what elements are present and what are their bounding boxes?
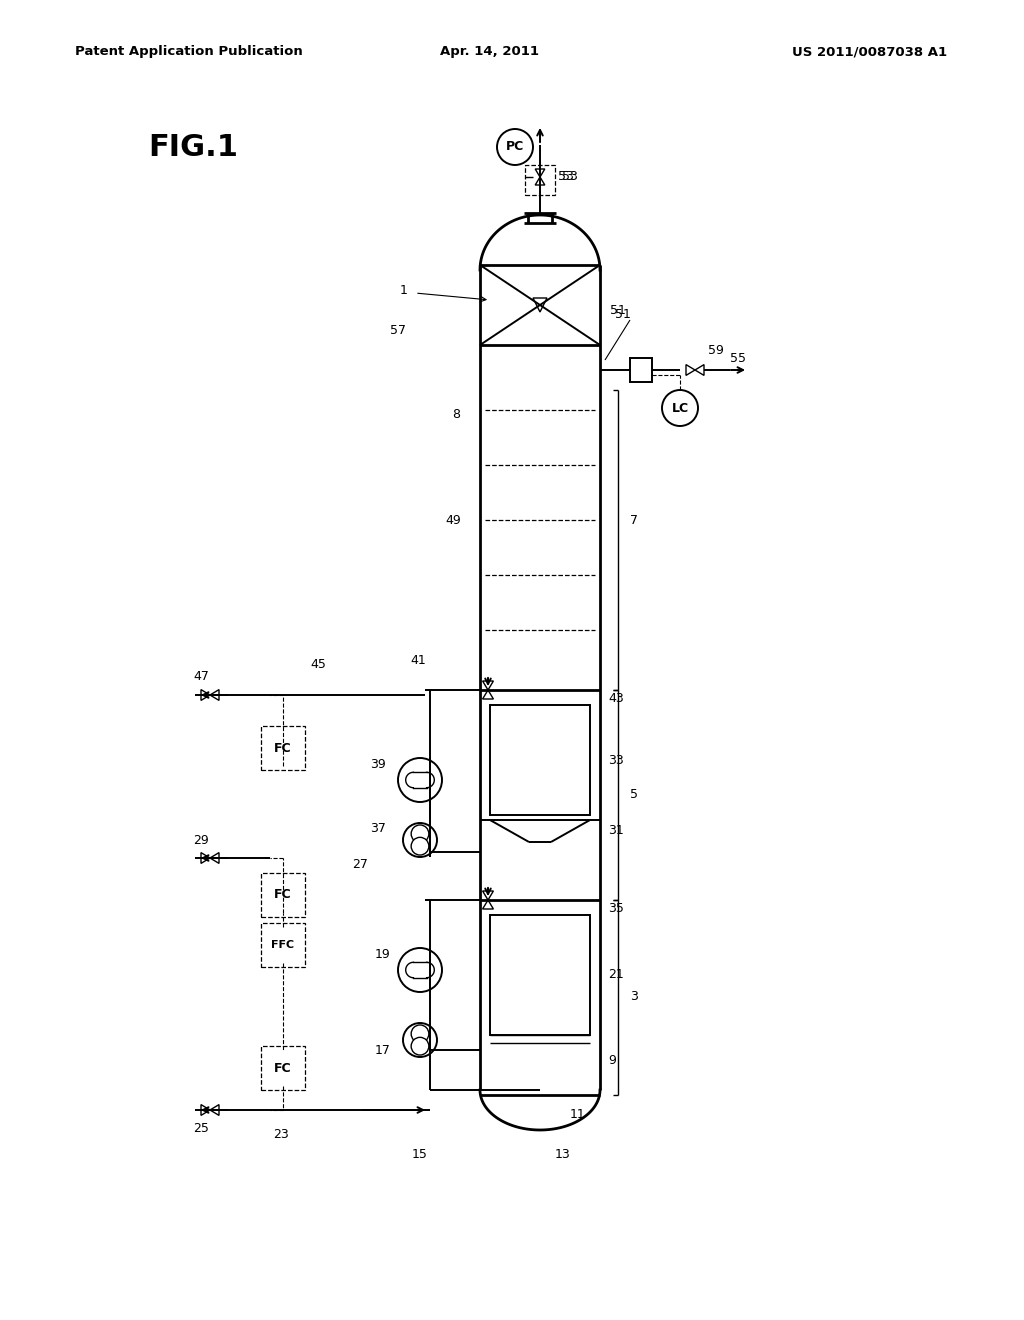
Text: US 2011/0087038 A1: US 2011/0087038 A1 xyxy=(793,45,947,58)
Text: 45: 45 xyxy=(310,659,326,672)
Bar xyxy=(261,923,305,968)
Circle shape xyxy=(662,389,698,426)
Bar xyxy=(261,1045,305,1090)
Polygon shape xyxy=(695,364,705,375)
Polygon shape xyxy=(536,177,545,185)
Circle shape xyxy=(412,1038,429,1055)
Circle shape xyxy=(398,758,442,803)
Text: 21: 21 xyxy=(608,969,624,982)
Circle shape xyxy=(412,1024,429,1043)
Polygon shape xyxy=(482,891,494,900)
Circle shape xyxy=(412,825,429,842)
Bar xyxy=(261,873,305,917)
Text: 29: 29 xyxy=(193,833,209,846)
Polygon shape xyxy=(201,1105,210,1115)
Circle shape xyxy=(403,822,437,857)
Text: 51: 51 xyxy=(615,309,631,322)
Polygon shape xyxy=(686,364,695,375)
Text: Apr. 14, 2011: Apr. 14, 2011 xyxy=(440,45,540,58)
Text: 57: 57 xyxy=(390,323,406,337)
Text: 3: 3 xyxy=(630,990,638,1003)
Circle shape xyxy=(265,876,301,913)
Text: 25: 25 xyxy=(193,1122,209,1134)
Text: 27: 27 xyxy=(352,858,368,871)
Text: 1: 1 xyxy=(400,284,408,297)
Bar xyxy=(630,358,652,381)
Text: FFC: FFC xyxy=(271,940,295,950)
Text: 47: 47 xyxy=(193,671,209,684)
Text: 55: 55 xyxy=(730,351,746,364)
Polygon shape xyxy=(482,900,494,909)
Polygon shape xyxy=(536,169,545,177)
Polygon shape xyxy=(201,853,210,863)
Text: PC: PC xyxy=(506,140,524,153)
Bar xyxy=(490,915,590,1035)
Text: 49: 49 xyxy=(445,513,461,527)
Text: 41: 41 xyxy=(410,653,426,667)
Text: 7: 7 xyxy=(630,513,638,527)
Text: 13: 13 xyxy=(555,1148,570,1162)
Text: 39: 39 xyxy=(370,759,386,771)
Text: 37: 37 xyxy=(370,821,386,834)
Polygon shape xyxy=(534,298,547,312)
Text: 35: 35 xyxy=(608,902,624,915)
Bar xyxy=(525,165,555,195)
Text: 15: 15 xyxy=(412,1148,428,1162)
Text: 9: 9 xyxy=(608,1053,615,1067)
Circle shape xyxy=(497,129,534,165)
Polygon shape xyxy=(210,1105,219,1115)
Text: 17: 17 xyxy=(375,1044,391,1056)
Bar xyxy=(261,726,305,770)
Text: FC: FC xyxy=(274,1061,292,1074)
Text: 11: 11 xyxy=(570,1109,586,1122)
Text: LC: LC xyxy=(672,401,688,414)
Text: 59: 59 xyxy=(708,343,724,356)
Polygon shape xyxy=(210,689,219,701)
Polygon shape xyxy=(482,681,494,690)
Circle shape xyxy=(398,948,442,993)
Circle shape xyxy=(265,1049,301,1086)
Text: 23: 23 xyxy=(273,1129,289,1142)
Circle shape xyxy=(265,927,301,964)
Text: 5: 5 xyxy=(630,788,638,801)
Polygon shape xyxy=(201,689,210,701)
Text: 53: 53 xyxy=(558,170,573,183)
Text: FIG.1: FIG.1 xyxy=(148,133,238,162)
Text: 43: 43 xyxy=(608,692,624,705)
Circle shape xyxy=(412,837,429,855)
Bar xyxy=(490,705,590,814)
Text: 33: 33 xyxy=(608,754,624,767)
Polygon shape xyxy=(482,690,494,700)
Text: 19: 19 xyxy=(375,949,391,961)
Text: 51: 51 xyxy=(610,304,626,317)
Text: Patent Application Publication: Patent Application Publication xyxy=(75,45,303,58)
Polygon shape xyxy=(210,853,219,863)
Circle shape xyxy=(403,1023,437,1057)
Text: 53: 53 xyxy=(562,170,578,183)
Circle shape xyxy=(265,730,301,766)
Text: FC: FC xyxy=(274,888,292,902)
Text: FC: FC xyxy=(274,742,292,755)
Text: 8: 8 xyxy=(452,408,460,421)
Text: 31: 31 xyxy=(608,824,624,837)
